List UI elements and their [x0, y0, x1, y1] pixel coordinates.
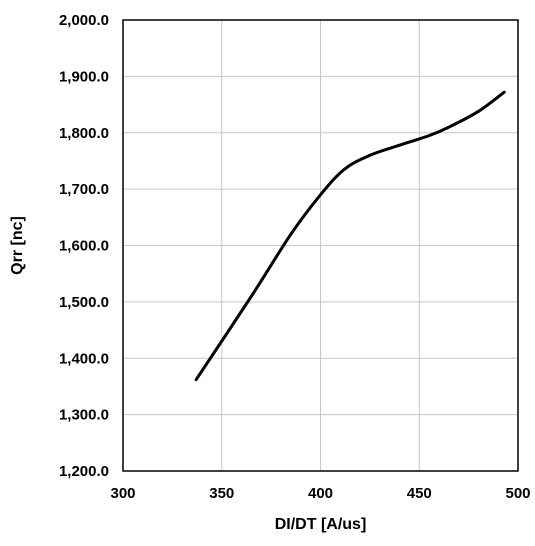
x-tick-label: 500 — [505, 485, 530, 502]
y-tick-label: 1,200.0 — [59, 463, 109, 480]
gridlines — [122, 19, 519, 472]
y-axis-title: Qrr [nc] — [9, 216, 26, 275]
y-tick-label: 1,900.0 — [59, 68, 109, 85]
x-tick-label: 400 — [308, 485, 333, 502]
y-tick-label: 1,500.0 — [59, 294, 109, 311]
series-layer — [194, 90, 506, 382]
y-axis-ticks: 1,200.0 1,300.0 1,400.0 1,500.0 1,600.0 1,700… — [59, 12, 109, 480]
y-tick-label: 1,700.0 — [59, 181, 109, 198]
y-tick-label: 1,400.0 — [59, 350, 109, 367]
plot-area — [122, 19, 519, 472]
x-tick-label: 450 — [407, 485, 432, 502]
x-axis-title: DI/DT [A/us] — [275, 516, 367, 533]
y-tick-label: 2,000.0 — [59, 12, 109, 29]
y-tick-label: 1,800.0 — [59, 125, 109, 142]
x-axis-ticks: 300 350 400 450 500 — [110, 485, 530, 502]
x-tick-label: 300 — [110, 485, 135, 502]
series-line — [194, 90, 506, 382]
y-tick-label: 1,300.0 — [59, 407, 109, 424]
x-tick-label: 350 — [209, 485, 234, 502]
y-tick-label: 1,600.0 — [59, 238, 109, 255]
